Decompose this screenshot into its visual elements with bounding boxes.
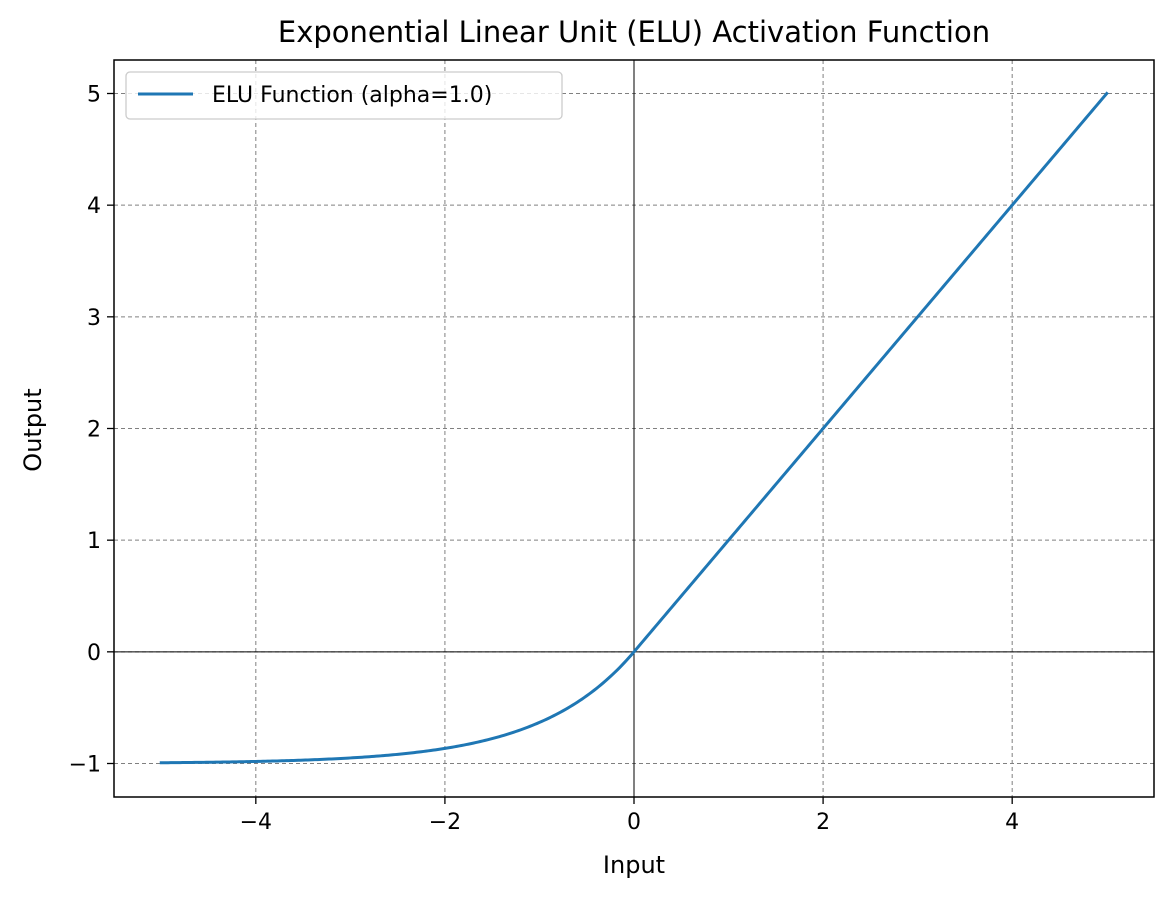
chart-title: Exponential Linear Unit (ELU) Activation… <box>278 15 990 49</box>
x-axis-label: Input <box>603 851 665 879</box>
x-axis-ticks: −4 −2 0 2 4 <box>240 797 1019 835</box>
y-tick-label: 5 <box>87 83 101 108</box>
y-tick-label: 4 <box>87 194 101 219</box>
legend-box <box>125 71 563 120</box>
x-tick-label: 4 <box>1005 810 1019 835</box>
y-tick-label: 0 <box>87 641 101 666</box>
x-tick-label: 0 <box>627 810 641 835</box>
legend: ELU Function (alpha=1.0) <box>125 71 563 120</box>
x-tick-label: −4 <box>240 810 272 835</box>
y-axis-label: Output <box>19 388 47 471</box>
series-lines <box>159 91 1109 765</box>
y-tick-label: 2 <box>87 418 101 443</box>
x-tick-label: −2 <box>429 810 461 835</box>
x-tick-label: 2 <box>816 810 830 835</box>
y-tick-label: 1 <box>87 529 101 554</box>
y-axis-ticks: −1 0 1 2 3 4 5 <box>69 83 114 778</box>
y-tick-label: 3 <box>87 306 101 331</box>
elu-series-line <box>159 91 1109 765</box>
legend-label: ELU Function (alpha=1.0) <box>212 83 492 108</box>
y-tick-label: −1 <box>69 753 101 778</box>
